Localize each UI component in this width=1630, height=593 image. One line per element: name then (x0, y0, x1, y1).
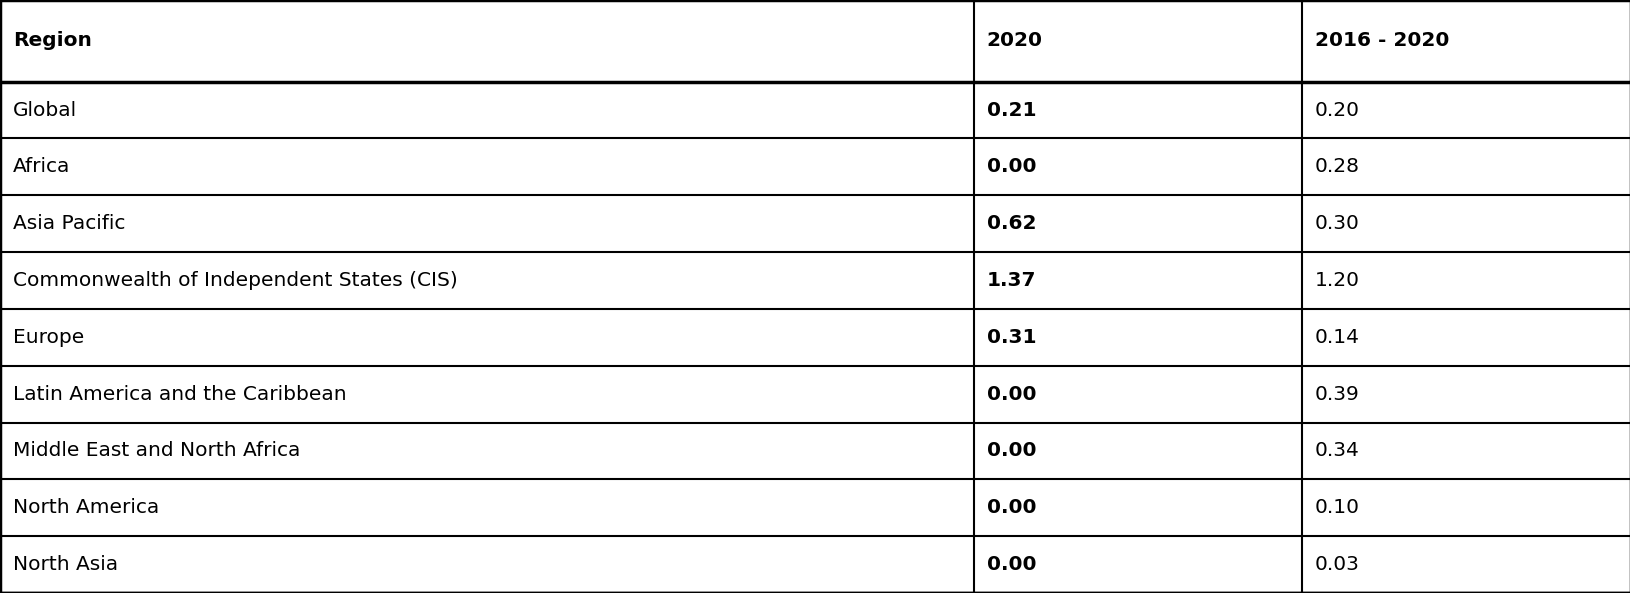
Text: 1.20: 1.20 (1314, 271, 1359, 290)
Text: 2016 - 2020: 2016 - 2020 (1314, 31, 1447, 50)
Text: 0.00: 0.00 (986, 385, 1035, 404)
Text: 0.28: 0.28 (1314, 157, 1359, 176)
Text: 0.00: 0.00 (986, 498, 1035, 517)
Text: Asia Pacific: Asia Pacific (13, 214, 126, 233)
Text: Latin America and the Caribbean: Latin America and the Caribbean (13, 385, 347, 404)
Text: 0.20: 0.20 (1314, 101, 1359, 120)
Text: 0.10: 0.10 (1314, 498, 1359, 517)
Text: 0.00: 0.00 (986, 157, 1035, 176)
Text: Europe: Europe (13, 328, 85, 347)
Text: 0.00: 0.00 (986, 441, 1035, 460)
Text: Commonwealth of Independent States (CIS): Commonwealth of Independent States (CIS) (13, 271, 458, 290)
Text: North America: North America (13, 498, 160, 517)
Text: 0.34: 0.34 (1314, 441, 1359, 460)
Text: 0.30: 0.30 (1314, 214, 1359, 233)
Text: 0.31: 0.31 (986, 328, 1035, 347)
Text: 0.21: 0.21 (986, 101, 1035, 120)
Text: Global: Global (13, 101, 77, 120)
Text: 0.62: 0.62 (986, 214, 1035, 233)
Text: 0.14: 0.14 (1314, 328, 1359, 347)
Text: 0.00: 0.00 (986, 555, 1035, 574)
Text: Middle East and North Africa: Middle East and North Africa (13, 441, 300, 460)
Text: 1.37: 1.37 (986, 271, 1035, 290)
Text: Africa: Africa (13, 157, 70, 176)
Text: 0.03: 0.03 (1314, 555, 1359, 574)
Text: Region: Region (13, 31, 91, 50)
Text: North Asia: North Asia (13, 555, 117, 574)
Text: 2020: 2020 (986, 31, 1042, 50)
Text: 0.39: 0.39 (1314, 385, 1358, 404)
